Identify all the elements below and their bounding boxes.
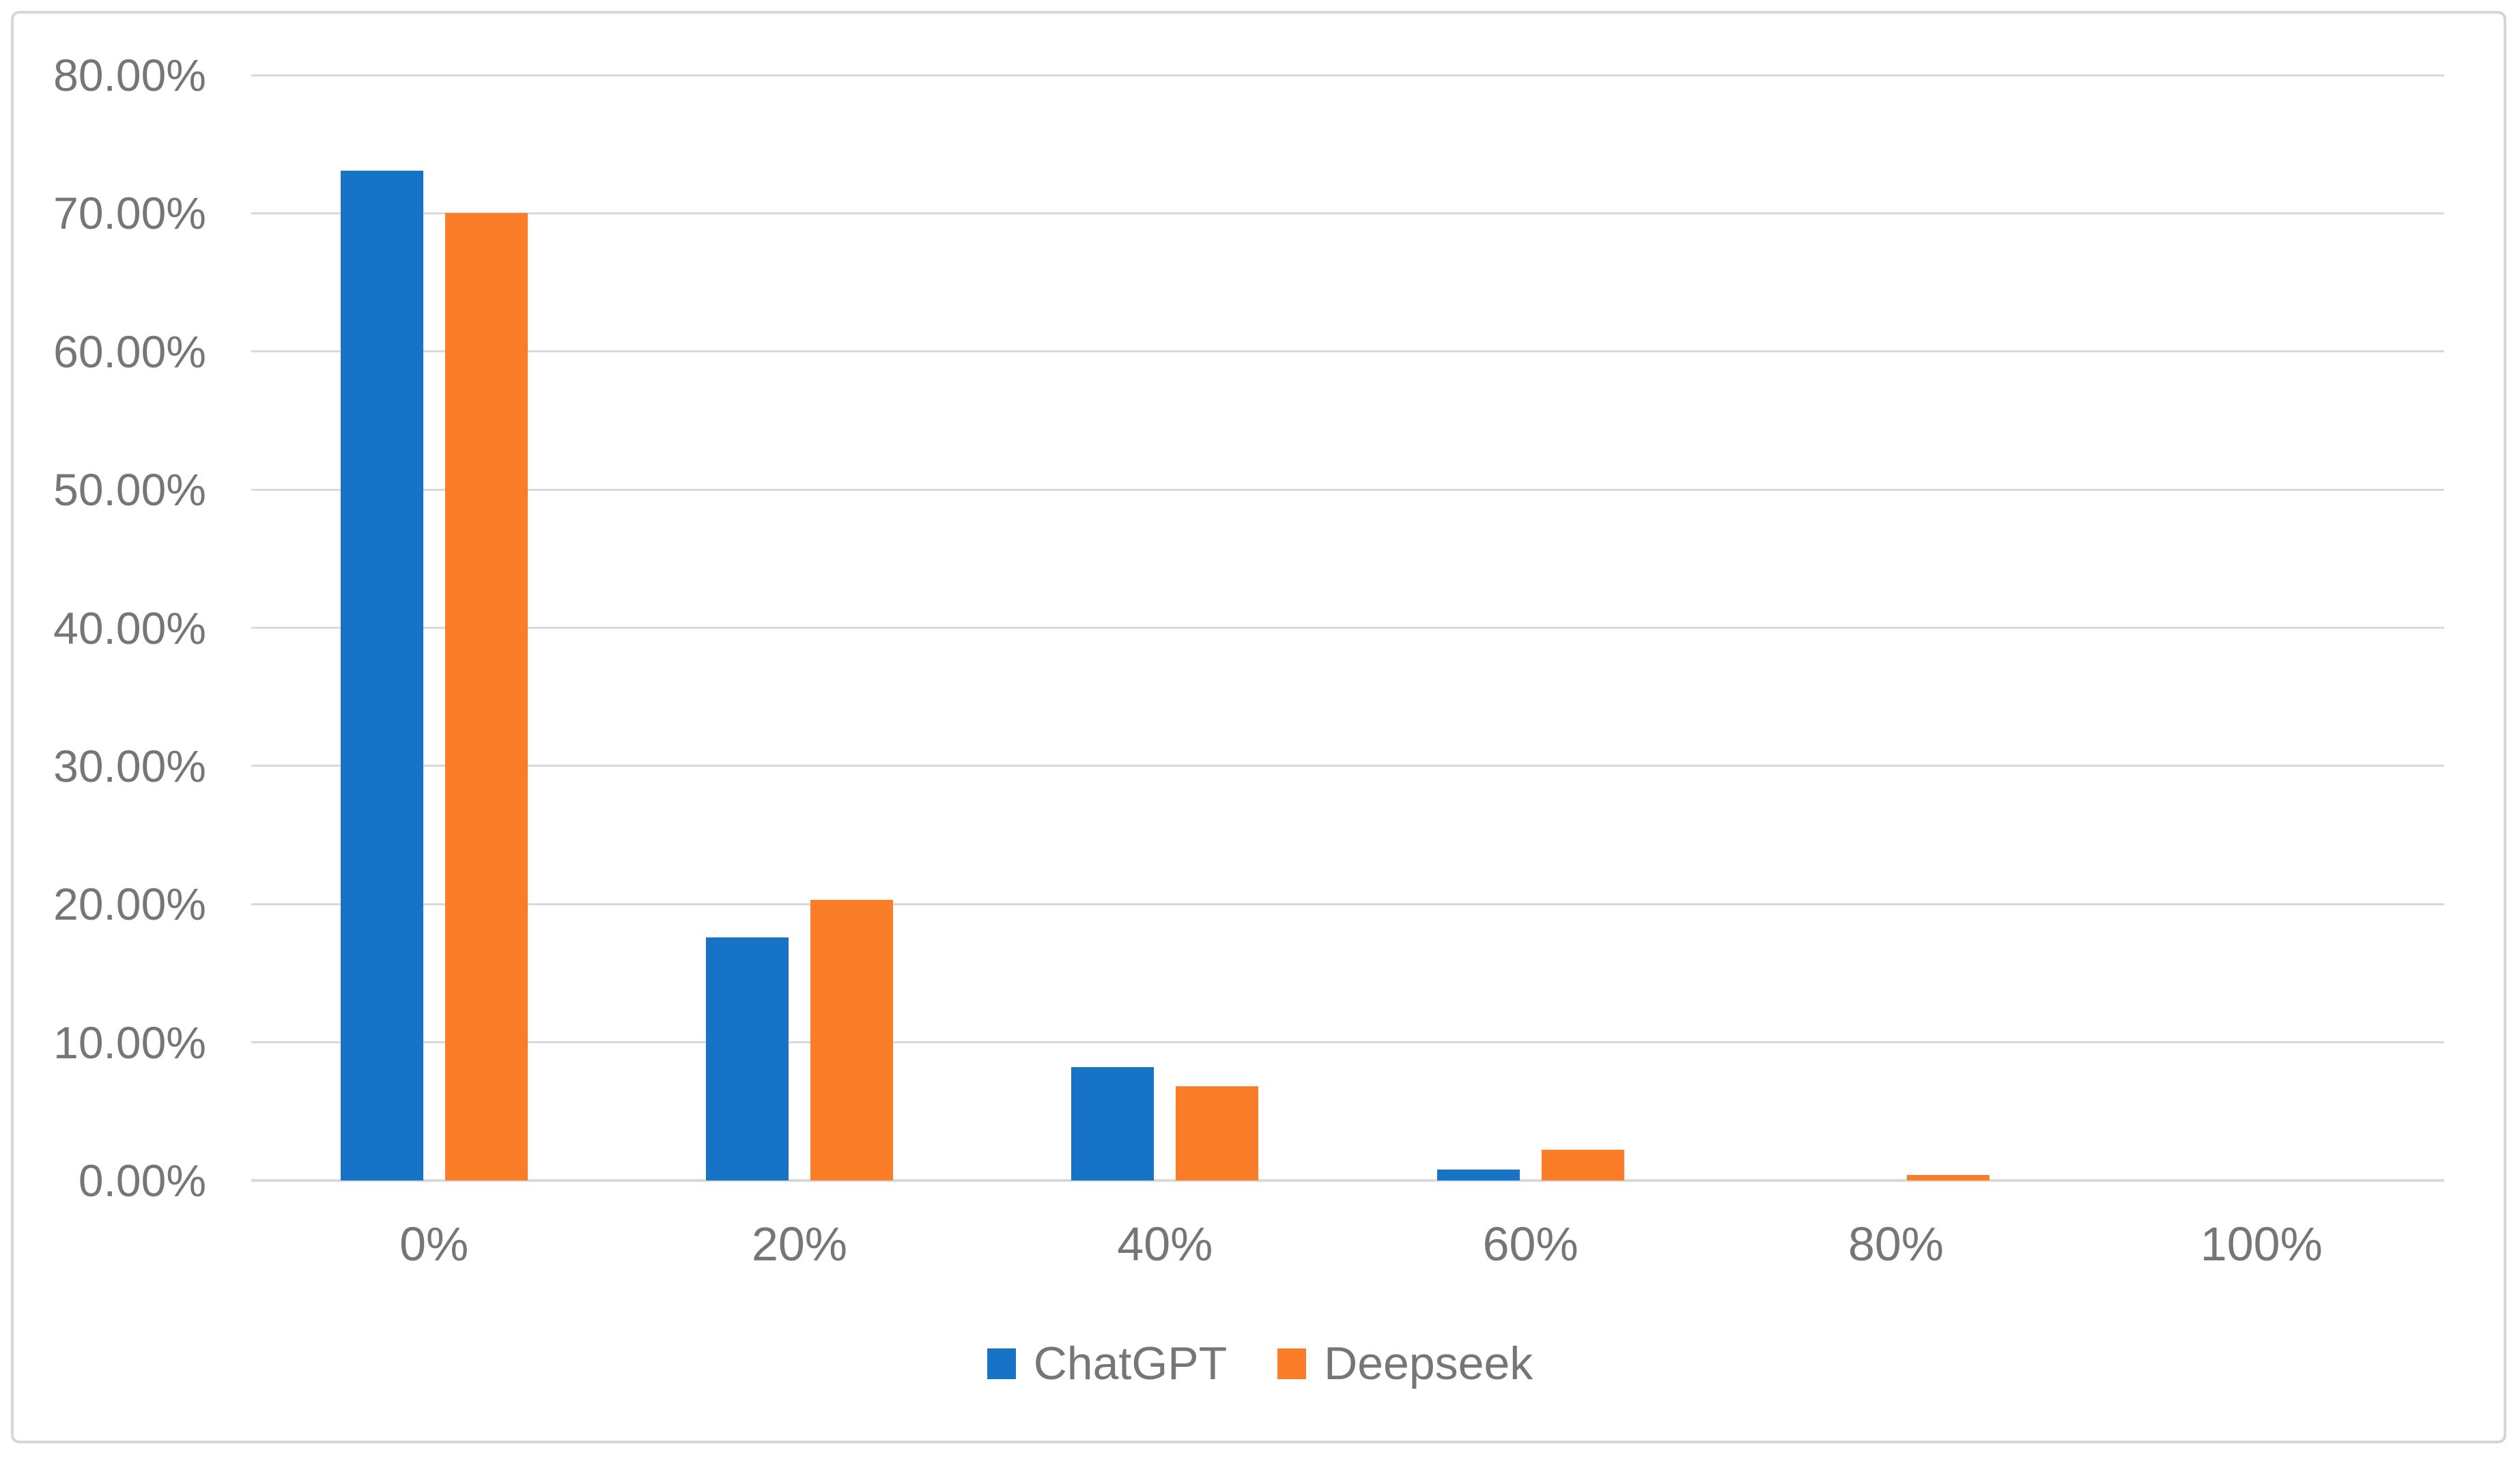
bar-chatgpt-60pct — [1436, 1169, 1520, 1180]
x-axis-category-label: 80% — [1847, 1217, 1944, 1271]
gridline — [251, 1041, 2444, 1044]
bar-deepseek-60pct — [1541, 1150, 1624, 1180]
chart-frame — [11, 11, 2506, 1443]
bar-deepseek-20pct — [810, 900, 893, 1180]
legend-label: Deepseek — [1324, 1338, 1533, 1389]
legend-item-deepseek: Deepseek — [1277, 1337, 1533, 1390]
gridline — [251, 488, 2444, 491]
gridline — [251, 627, 2444, 629]
gridline — [251, 765, 2444, 767]
legend-item-chatgpt: ChatGPT — [987, 1337, 1227, 1390]
x-axis-line — [251, 1179, 2444, 1182]
y-axis-tick-label: 20.00% — [53, 879, 206, 930]
y-axis-tick-label: 70.00% — [53, 188, 206, 239]
y-axis-tick-label: 10.00% — [53, 1017, 206, 1068]
x-axis-category-label: 20% — [751, 1217, 848, 1271]
gridline — [251, 903, 2444, 905]
y-axis-tick-label: 60.00% — [53, 326, 206, 377]
legend-label: ChatGPT — [1033, 1338, 1228, 1389]
x-axis-category-label: 0% — [399, 1217, 469, 1271]
gridline — [251, 74, 2444, 76]
bar-deepseek-40pct — [1176, 1086, 1259, 1180]
bar-chatgpt-0pct — [340, 170, 423, 1180]
y-axis-tick-label: 50.00% — [53, 464, 206, 515]
bar-chatgpt-40pct — [1071, 1067, 1155, 1180]
y-axis-tick-label: 30.00% — [53, 740, 206, 791]
y-axis-tick-label: 80.00% — [53, 50, 206, 100]
gridline — [251, 350, 2444, 353]
y-axis-tick-label: 0.00% — [78, 1155, 206, 1206]
x-axis-category-label: 60% — [1482, 1217, 1578, 1271]
x-axis-category-label: 100% — [2200, 1217, 2323, 1271]
gridline — [251, 212, 2444, 214]
legend: ChatGPT Deepseek — [14, 1337, 2506, 1390]
y-axis-tick-label: 40.00% — [53, 602, 206, 653]
bar-chatgpt-20pct — [706, 937, 789, 1180]
bar-deepseek-0pct — [444, 213, 528, 1180]
legend-marker-deepseek — [1277, 1348, 1307, 1379]
bar-deepseek-80pct — [1907, 1174, 1990, 1180]
legend-marker-chatgpt — [987, 1348, 1016, 1379]
x-axis-category-label: 40% — [1117, 1217, 1213, 1271]
